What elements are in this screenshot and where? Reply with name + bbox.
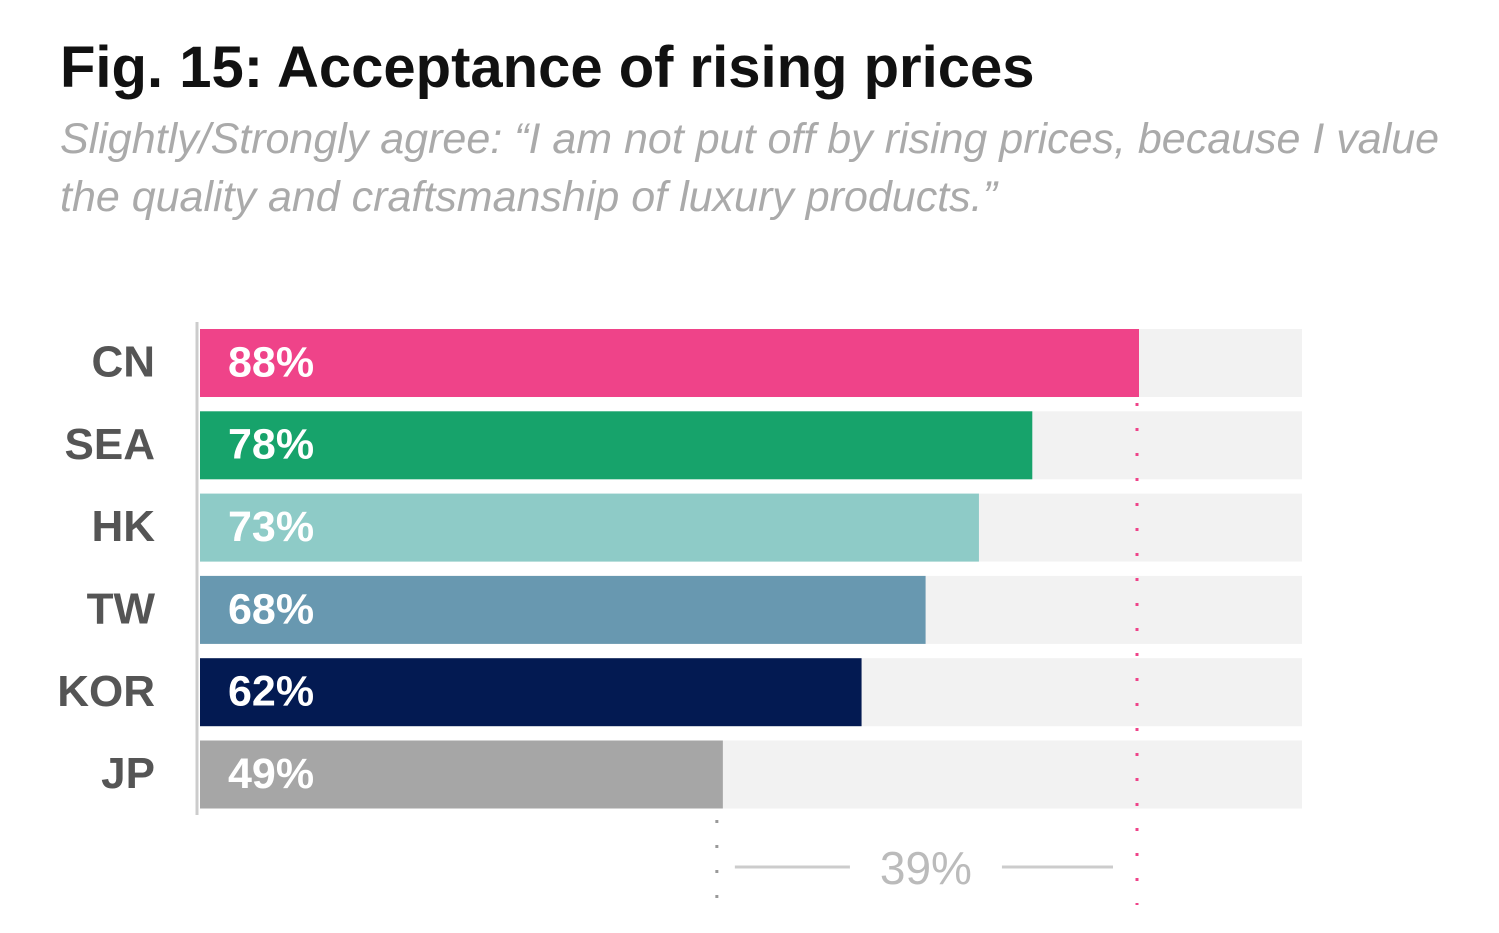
value-label: 78% [228, 421, 314, 469]
chart-subtitle: Slightly/Strongly agree: “I am not put o… [60, 115, 1440, 221]
bar [200, 575, 926, 644]
category-label: HK [91, 502, 155, 551]
chart-title: Fig. 15: Acceptance of rising prices [60, 35, 1035, 100]
value-label: 73% [228, 503, 314, 551]
annotation: 39% [880, 842, 972, 894]
value-label: 88% [228, 338, 314, 386]
category-label: KOR [57, 667, 155, 716]
bar [200, 493, 979, 562]
bar [200, 411, 1033, 480]
bar [200, 329, 1139, 397]
category-label: SEA [65, 420, 155, 469]
bar [200, 658, 862, 727]
bar [200, 740, 723, 809]
value-label: 49% [228, 750, 314, 798]
category-label: CN [91, 338, 155, 387]
category-label: TW [87, 585, 156, 634]
value-label: 68% [228, 585, 314, 633]
category-label: JP [101, 749, 155, 798]
value-label: 62% [228, 668, 314, 716]
